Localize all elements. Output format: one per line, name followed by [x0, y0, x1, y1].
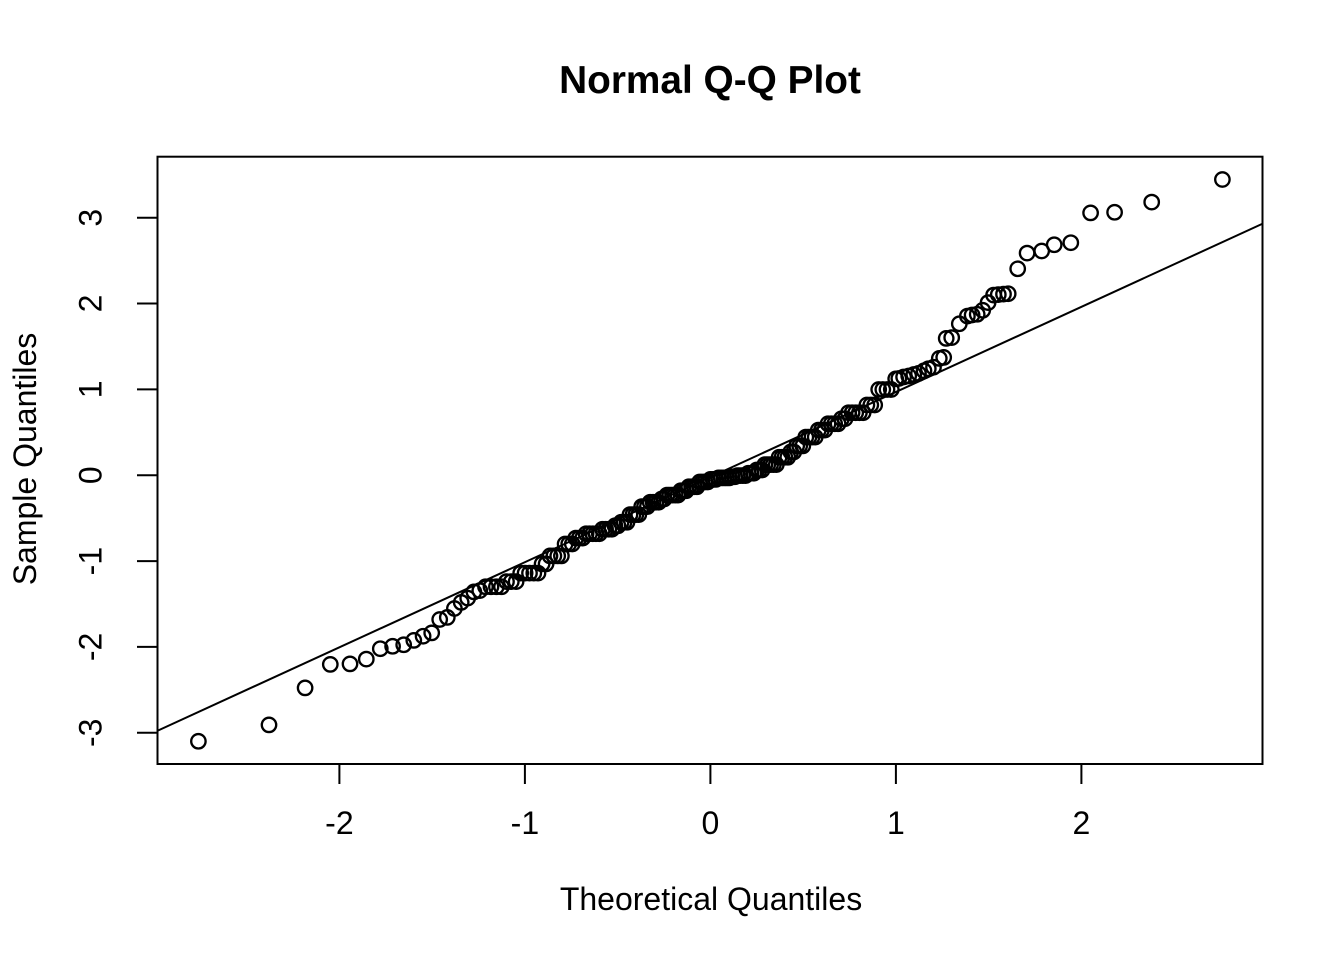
svg-text:Theoretical Quantiles: Theoretical Quantiles — [560, 881, 862, 917]
svg-text:2: 2 — [1073, 805, 1091, 841]
svg-text:1: 1 — [887, 805, 905, 841]
svg-text:-3: -3 — [73, 719, 109, 747]
svg-text:Sample Quantiles: Sample Quantiles — [7, 333, 43, 586]
svg-text:2: 2 — [73, 295, 109, 313]
svg-text:1: 1 — [73, 381, 109, 399]
svg-text:-1: -1 — [511, 805, 539, 841]
svg-text:-2: -2 — [73, 633, 109, 661]
svg-text:-2: -2 — [325, 805, 353, 841]
svg-text:-1: -1 — [73, 547, 109, 575]
svg-text:3: 3 — [73, 209, 109, 227]
svg-text:0: 0 — [73, 466, 109, 484]
svg-text:Normal Q-Q Plot: Normal Q-Q Plot — [559, 59, 861, 102]
svg-text:0: 0 — [702, 805, 720, 841]
